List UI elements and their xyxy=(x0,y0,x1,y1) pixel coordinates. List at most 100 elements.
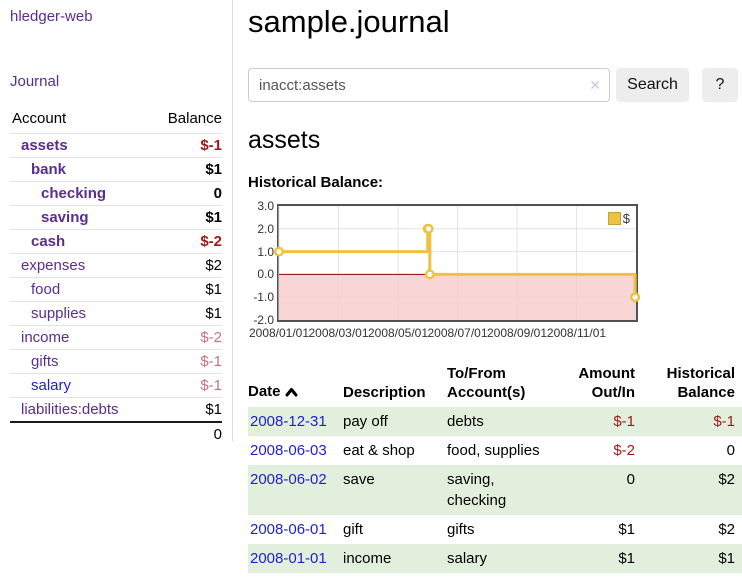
chart-y-axis-labels: 3.0 2.0 1.0 0.0 -1.0 -2.0 xyxy=(248,199,274,327)
chart-canvas xyxy=(274,206,641,320)
transaction-balance: $2 xyxy=(718,471,735,488)
account-link[interactable]: assets xyxy=(21,137,68,154)
x-tick-label: 2008/05/01 xyxy=(367,326,429,340)
transaction-description: pay off xyxy=(343,413,388,430)
register-header-balance[interactable]: Historical Balance xyxy=(666,365,735,401)
main-content: sample.journal ✕ Search ? assets Histori… xyxy=(248,0,742,573)
account-balance: $-1 xyxy=(149,133,222,158)
account-link[interactable]: liabilities:debts xyxy=(21,401,119,418)
x-tick-label: 2008/11/01 xyxy=(546,326,607,340)
account-link[interactable]: salary xyxy=(31,377,72,394)
account-row: cash $-2 xyxy=(10,229,222,254)
search-button[interactable]: Search xyxy=(616,68,689,102)
transaction-accounts: salary xyxy=(447,550,488,567)
accounts-total: 0 xyxy=(149,421,222,446)
chart-legend: $ xyxy=(605,210,632,227)
register-header-accounts[interactable]: To/From Account(s) xyxy=(447,365,526,401)
transaction-description: gift xyxy=(343,521,364,538)
transaction-balance: $-1 xyxy=(713,413,735,430)
transaction-balance: $2 xyxy=(718,521,735,538)
account-balance: $1 xyxy=(149,397,222,422)
account-link[interactable]: saving xyxy=(41,209,89,226)
transaction-date-link[interactable]: 2008-06-01 xyxy=(250,521,327,538)
register-row: 2008-06-01 gift gifts $1 $2 xyxy=(248,515,742,544)
help-button[interactable]: ? xyxy=(702,68,738,102)
clear-search-icon[interactable]: ✕ xyxy=(589,77,601,93)
account-balance: $2 xyxy=(149,253,222,278)
account-balance: $1 xyxy=(149,301,222,326)
transaction-date-link[interactable]: 2008-06-02 xyxy=(250,471,327,488)
accounts-header-account: Account xyxy=(12,110,67,127)
account-row: gifts $-1 xyxy=(10,349,222,374)
y-tick-label: 0.0 xyxy=(257,267,274,282)
app-title-link[interactable]: hledger-web xyxy=(10,8,93,25)
x-tick-label: 2008/03/01 xyxy=(308,326,369,340)
account-link[interactable]: supplies xyxy=(31,305,87,322)
x-tick-label: 2008/01/01 xyxy=(248,326,310,340)
page-title: sample.journal xyxy=(248,4,450,39)
sidebar-item-journal[interactable]: Journal xyxy=(10,73,60,90)
account-balance: $-1 xyxy=(149,349,222,374)
transaction-amount: $-2 xyxy=(613,442,635,459)
accounts-table: Account Balance assets $-1 bank $1 check… xyxy=(10,106,222,446)
transaction-date-link[interactable]: 2008-12-31 xyxy=(250,413,327,430)
legend-label: $ xyxy=(622,211,630,226)
transaction-amount: $1 xyxy=(618,550,635,567)
register-row: 2008-06-02 save saving, checking 0 $2 xyxy=(248,465,742,515)
account-row: checking 0 xyxy=(10,181,222,206)
account-link[interactable]: cash xyxy=(31,233,66,250)
y-tick-label: 1.0 xyxy=(257,244,274,259)
account-row: salary $-1 xyxy=(10,373,222,398)
chart-plot-area: $ xyxy=(274,204,641,322)
account-balance: $-2 xyxy=(149,229,222,254)
account-link[interactable]: gifts xyxy=(31,353,59,370)
account-balance: $1 xyxy=(149,205,222,230)
x-tick-label: 2008/07/01 xyxy=(427,326,488,340)
account-balance: $-2 xyxy=(149,325,222,350)
transaction-amount: 0 xyxy=(626,471,635,488)
x-tick-label: 2008/09/01 xyxy=(486,326,548,340)
y-tick-label: -1.0 xyxy=(253,290,274,305)
register-row: 2008-12-31 pay off debts $-1 $-1 xyxy=(248,407,742,436)
chart-x-axis-labels: 2008/01/01 2008/03/01 2008/05/01 2008/07/01… xyxy=(249,326,636,342)
transaction-accounts: debts xyxy=(447,413,484,430)
account-row: expenses $2 xyxy=(10,253,222,278)
account-row: saving $1 xyxy=(10,205,222,230)
account-link[interactable]: income xyxy=(21,329,70,346)
accounts-header-balance: Balance xyxy=(167,110,222,127)
transaction-accounts: gifts xyxy=(447,521,475,538)
account-link[interactable]: checking xyxy=(41,185,107,202)
y-tick-label: 3.0 xyxy=(257,199,274,213)
sidebar: hledger-web Journal Account Balance asse… xyxy=(0,0,233,446)
account-balance: $1 xyxy=(149,157,222,182)
chart-title: Historical Balance: xyxy=(248,174,384,191)
y-tick-label: -2.0 xyxy=(253,313,274,327)
transaction-amount: $1 xyxy=(618,521,635,538)
y-tick-label: 2.0 xyxy=(257,221,274,236)
transaction-date-link[interactable]: 2008-01-01 xyxy=(250,550,327,567)
transaction-description: save xyxy=(343,471,375,488)
transaction-accounts: saving, checking xyxy=(447,471,507,509)
transaction-balance: 0 xyxy=(726,442,735,459)
sort-asc-icon xyxy=(285,383,298,402)
transaction-date-link[interactable]: 2008-06-03 xyxy=(250,442,327,459)
register-row: 2008-01-01 income salary $1 $1 xyxy=(248,544,742,573)
transaction-description: eat & shop xyxy=(343,442,415,459)
account-link[interactable]: food xyxy=(31,281,61,298)
account-link[interactable]: bank xyxy=(31,161,67,178)
account-row: food $1 xyxy=(10,277,222,302)
register-table: Date Description To/From Account(s) Amou… xyxy=(248,362,742,573)
historical-balance-chart: 3.0 2.0 1.0 0.0 -1.0 -2.0 $ 2008/01/01 2008/03… xyxy=(248,199,742,342)
register-header-date[interactable]: Date xyxy=(248,362,343,407)
account-row: bank $1 xyxy=(10,157,222,182)
transaction-balance: $1 xyxy=(718,550,735,567)
register-header-amount[interactable]: Amount Out/In xyxy=(578,365,635,401)
register-header-description[interactable]: Description xyxy=(343,384,426,401)
account-link[interactable]: expenses xyxy=(21,257,86,274)
account-balance: $1 xyxy=(149,277,222,302)
search-bar: ✕ Search ? xyxy=(248,68,742,102)
legend-swatch-icon xyxy=(607,212,621,225)
transaction-description: income xyxy=(343,550,392,567)
account-row: supplies $1 xyxy=(10,301,222,326)
search-input[interactable] xyxy=(248,68,610,102)
